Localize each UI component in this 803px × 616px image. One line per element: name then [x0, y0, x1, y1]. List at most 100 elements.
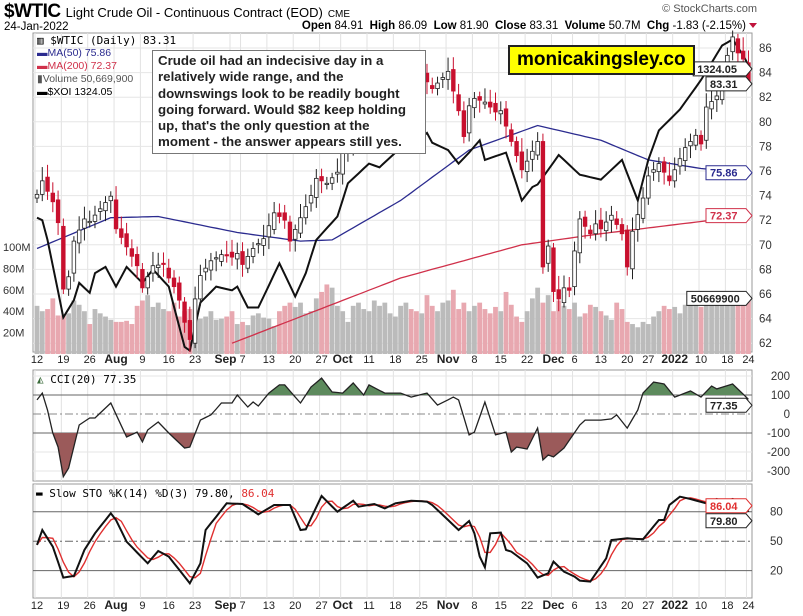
x-axis-label: 27	[642, 600, 654, 612]
x-axis-label: 8	[471, 600, 477, 612]
candle-body	[603, 221, 609, 232]
volume-bar	[382, 302, 388, 354]
volume-bar	[635, 327, 641, 354]
sto-tick-label: 80	[770, 507, 783, 519]
volume-bar	[113, 321, 119, 354]
price-tick-label: 76	[759, 166, 772, 178]
volume-bar	[45, 309, 50, 354]
candle-body	[488, 101, 493, 108]
cci-tick-label: -100	[767, 428, 790, 440]
candle-body	[456, 94, 461, 112]
candle-body	[145, 276, 150, 289]
volume-bar	[498, 311, 504, 354]
volume-bar	[103, 316, 108, 354]
volume-bar	[414, 311, 419, 354]
x-axis-label: 20	[289, 354, 301, 366]
volume-bar	[593, 306, 599, 354]
volume-bar	[514, 316, 519, 354]
candle-body	[561, 287, 567, 304]
candle-body	[256, 243, 261, 246]
x-axis-label: 12	[31, 354, 43, 366]
x-axis-label: Nov	[437, 352, 460, 366]
candle-body	[129, 248, 135, 257]
volume-bar	[324, 284, 330, 354]
price-tick-label: 78	[759, 141, 772, 153]
candle-body	[545, 245, 551, 264]
candle-body	[287, 221, 293, 242]
sto-legend: ▬ Slow STO %K(14) %D(3) 79.80, 86.04	[36, 487, 275, 500]
sto-k-line	[36, 494, 750, 586]
candle-body	[45, 176, 50, 192]
candle-body	[498, 110, 503, 115]
x-axis-label: 2022	[661, 598, 688, 612]
candle-body	[635, 214, 640, 230]
candle-body	[224, 254, 229, 257]
ma50-tag-box	[705, 165, 753, 181]
x-axis-label: Aug	[104, 598, 127, 612]
volume-bar	[282, 305, 288, 354]
volume-bar	[645, 324, 651, 354]
volume-bar	[245, 325, 251, 354]
candle-body	[71, 240, 77, 274]
volume-bar	[298, 302, 303, 354]
volume-bar	[334, 305, 340, 354]
volume-bar	[55, 315, 61, 354]
xoi-line	[36, 38, 750, 353]
x-axis-label: 26	[84, 354, 96, 366]
cci-tick-label: -300	[767, 466, 790, 478]
candle-body	[630, 230, 635, 270]
close-label: Close	[494, 20, 527, 32]
candle-body	[319, 176, 324, 182]
x-axis-label: Sep	[215, 598, 237, 612]
x-axis-label: Dec	[542, 598, 564, 612]
candle-body	[656, 163, 662, 173]
volume-bar	[71, 300, 77, 354]
volume-bar	[408, 309, 414, 354]
x-axis-label: 27	[642, 354, 654, 366]
volume-bar	[746, 299, 751, 354]
candle-body	[551, 247, 556, 292]
x-axis-label: 10	[695, 600, 707, 612]
candle-body	[40, 180, 45, 195]
volume-bar	[87, 324, 93, 354]
x-axis-label: Dec	[542, 352, 564, 366]
volume-bar	[155, 302, 161, 354]
volume-bar	[587, 304, 593, 354]
candle-body	[192, 298, 198, 344]
volume-bar	[667, 309, 672, 354]
candle-body	[303, 206, 308, 219]
candle-body	[619, 224, 625, 235]
x-axis-label: 23	[189, 600, 201, 612]
volume-bar	[545, 295, 551, 354]
volume-bar	[134, 305, 140, 354]
x-axis-label: 9	[139, 354, 145, 366]
x-axis-label: Sep	[215, 352, 237, 366]
candle-body	[582, 216, 588, 227]
volume-bar	[313, 298, 319, 354]
x-axis-label: 2022	[661, 352, 688, 366]
volume-bar	[166, 311, 172, 354]
x-axis-label: Oct	[333, 352, 353, 366]
volume-bar	[271, 326, 277, 354]
ma50-line	[36, 124, 749, 250]
x-axis-label: 13	[263, 354, 275, 366]
candle-body	[683, 147, 688, 161]
cci-tick-label: -200	[767, 447, 790, 459]
candle-body	[609, 214, 614, 221]
brand-banner: monicakingsley.co	[508, 45, 695, 75]
volume-bar	[598, 311, 604, 354]
sto-tick-label: 20	[770, 566, 783, 578]
x-axis-label: 27	[315, 354, 327, 366]
candle-body	[519, 151, 525, 171]
candle-body	[124, 233, 129, 248]
volume-bar	[440, 302, 446, 354]
candle-body	[171, 277, 177, 288]
x-axis-label: 13	[595, 354, 607, 366]
candle-body	[66, 276, 71, 290]
volume-bar	[714, 300, 720, 354]
volume-bar	[213, 319, 219, 354]
x-axis-label: 18	[389, 600, 401, 612]
candle-body	[482, 101, 488, 105]
volume-bar	[424, 295, 430, 354]
volume-bar	[703, 304, 709, 354]
